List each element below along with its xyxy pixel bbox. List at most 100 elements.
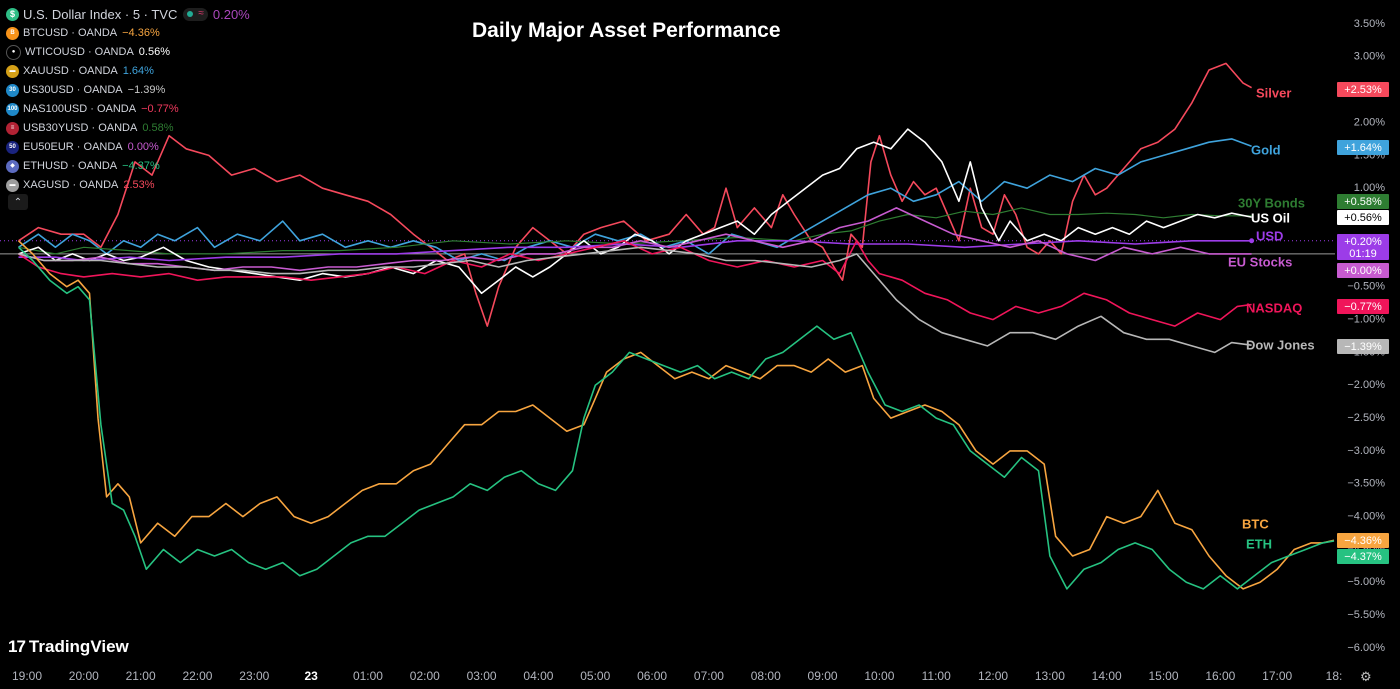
nas100-icon: 100 [6, 103, 19, 116]
y-tick-label: 1.00% [1354, 182, 1385, 194]
usd-last-point [1249, 238, 1255, 244]
axis-badge-text: −0.77% [1344, 301, 1382, 313]
legend-symbol: ETHUSD · OANDA [23, 160, 118, 172]
end-label-gold: Gold [1251, 142, 1281, 157]
y-tick-label: −3.50% [1347, 478, 1385, 490]
x-tick-label: 17:00 [1262, 669, 1292, 683]
x-tick-label: 21:00 [126, 669, 156, 683]
legend-row[interactable]: ≡ USB30YUSD · OANDA 0.58% [6, 119, 250, 138]
legend-row[interactable]: ◆ ETHUSD · OANDA −4.37% [6, 157, 250, 176]
x-tick-label: 18: [1326, 669, 1343, 683]
data-feed-icon: ≈ [198, 8, 204, 19]
x-tick-label: 11:00 [922, 669, 951, 683]
end-label-oil: US Oil [1251, 210, 1290, 225]
legend-value: 0.56% [138, 46, 170, 58]
x-tick-label: 05:00 [580, 669, 610, 683]
x-tick-label: 07:00 [694, 669, 724, 683]
legend-value: 2.53% [123, 179, 155, 191]
axis-badge-text: −4.37% [1344, 551, 1382, 563]
axis-badge-text: −1.39% [1344, 341, 1382, 353]
legend-symbol: U.S. Dollar Index · 5 · TVC [23, 6, 178, 22]
axis-badge-usd [1337, 234, 1389, 260]
legend-value: −1.39% [127, 84, 166, 96]
legend-value: −4.36% [122, 27, 160, 39]
legend-symbol: WTICOUSD · OANDA [25, 46, 134, 58]
series-line-bonds[interactable] [18, 207, 1252, 255]
legend-row[interactable]: B BTCUSD · OANDA −4.36% [6, 24, 250, 43]
x-tick-label: 12:00 [978, 669, 1008, 683]
end-label-bonds: 30Y Bonds [1238, 195, 1305, 210]
y-tick-label: −3.00% [1347, 445, 1385, 457]
y-tick-label: −5.00% [1347, 576, 1385, 588]
axis-badge-text: +2.53% [1344, 84, 1382, 96]
legend-value: 0.20% [212, 6, 250, 22]
end-label-eth: ETH [1246, 536, 1272, 551]
series-line-oil[interactable] [18, 128, 1252, 295]
market-status-icon [187, 11, 194, 17]
x-tick-label: 04:00 [523, 669, 553, 683]
legend-symbol: USB30YUSD · OANDA [23, 122, 138, 134]
axis-badge-text: +1.64% [1344, 142, 1382, 154]
legend-symbol: XAUUSD · OANDA [23, 65, 118, 77]
series-line-dow[interactable] [18, 246, 1252, 354]
y-tick-label: −5.50% [1347, 609, 1385, 621]
bitcoin-icon: B [6, 27, 19, 40]
axis-badge-eth [1337, 549, 1389, 564]
y-tick-label: 3.50% [1354, 18, 1385, 30]
y-tick-label: −1.00% [1347, 313, 1385, 325]
axis-badge-gold [1337, 140, 1389, 155]
x-tick-label: 19:00 [12, 669, 42, 683]
x-tick-label: 15:00 [1149, 669, 1179, 683]
x-tick-label: 14:00 [1092, 669, 1122, 683]
legend-row[interactable]: ▬ XAGUSD · OANDA 2.53% [6, 176, 250, 195]
legend-row[interactable]: 100 NAS100USD · OANDA −0.77% [6, 100, 250, 119]
axis-badge-eu_stocks [1337, 263, 1389, 278]
legend-row[interactable]: 30 US30USD · OANDA −1.39% [6, 81, 250, 100]
legend-value: 1.64% [122, 65, 154, 77]
axis-badge-text: +0.20% [1344, 236, 1382, 248]
x-tick-label: 09:00 [808, 669, 838, 683]
series-line-btc[interactable] [17, 240, 1335, 590]
tradingview-mark-icon: 17 [8, 637, 26, 656]
end-label-dow: Dow Jones [1246, 337, 1315, 352]
x-tick-label: 08:00 [751, 669, 781, 683]
series-line-nasdaq[interactable] [18, 240, 1252, 327]
series-line-eu_stocks[interactable] [18, 207, 1252, 272]
tradingview-logo[interactable]: 17 TradingView [8, 637, 129, 657]
legend-row[interactable]: 50 EU50EUR · OANDA 0.00% [6, 138, 250, 157]
us30-icon: 30 [6, 84, 19, 97]
ethereum-icon: ◆ [6, 160, 19, 173]
series-line-gold[interactable] [18, 138, 1252, 262]
legend-value: −0.77% [141, 103, 179, 115]
end-label-usd: USD [1256, 228, 1283, 243]
axis-badge-text: −4.36% [1344, 535, 1382, 547]
status-pill[interactable]: ≈ [183, 7, 208, 21]
x-tick-label: 13:00 [1035, 669, 1065, 683]
end-label-silver: Silver [1256, 85, 1291, 100]
chevron-up-icon: ⌃ [13, 196, 23, 208]
eu50-icon: 50 [6, 141, 19, 154]
dollar-icon: $ [6, 7, 19, 21]
settings-button[interactable]: ⚙ [1360, 669, 1372, 685]
legend-row[interactable]: ▬ XAUUSD · OANDA 1.64% [6, 62, 250, 81]
end-label-btc: BTC [1242, 516, 1269, 531]
x-tick-label: 22:00 [182, 669, 212, 683]
y-tick-label: −4.00% [1347, 511, 1385, 523]
chart-title: Daily Major Asset Performance [472, 19, 781, 42]
y-tick-label: 3.00% [1354, 51, 1385, 63]
end-label-eu_stocks: EU Stocks [1228, 254, 1292, 269]
axis-badge-bonds [1337, 194, 1389, 209]
y-tick-label: 2.00% [1354, 116, 1385, 128]
us-flag-icon: ≡ [6, 122, 19, 135]
end-label-nasdaq: NASDAQ [1246, 300, 1302, 315]
legend-row-primary[interactable]: $ U.S. Dollar Index · 5 · TVC ≈ 0.20% [6, 4, 250, 24]
legend-value: 0.00% [127, 141, 159, 153]
series-line-eth[interactable] [17, 246, 1335, 590]
series-line-usd[interactable] [18, 240, 1252, 262]
collapse-legend-button[interactable]: ⌃ [8, 194, 28, 210]
axis-badge-btc [1337, 533, 1389, 548]
legend-row[interactable]: ● WTICOUSD · OANDA 0.56% [6, 43, 250, 62]
x-tick-label: 23:00 [239, 669, 269, 683]
x-tick-label: 20:00 [69, 669, 99, 683]
